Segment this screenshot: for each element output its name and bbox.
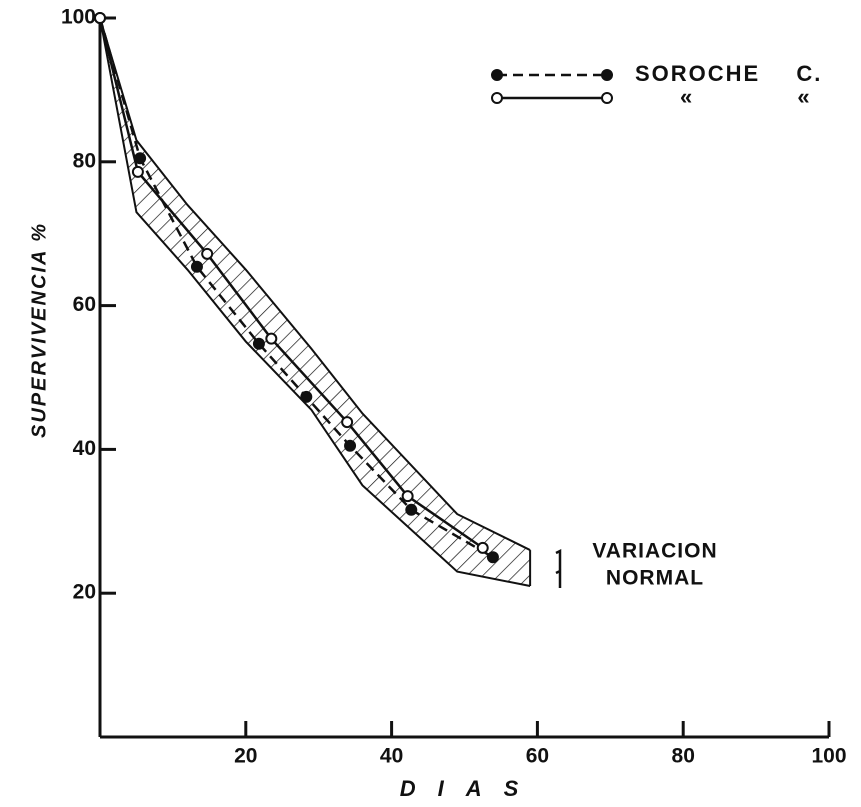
y-tick-label: 60 [73,293,96,316]
y-tick-label: 40 [73,437,96,460]
point [486,551,499,564]
x-tick-label: 80 [672,745,695,768]
point [190,260,203,273]
point [265,332,278,345]
x-tick-label: 100 [811,745,846,768]
band-legend-symbol [555,548,562,588]
x-axis-label: DIAS [400,776,541,801]
point [131,165,144,178]
x-tick-label: 20 [234,745,257,768]
point [252,337,265,350]
point [201,247,214,260]
band-label: NORMAL [606,567,704,590]
band-lower [99,17,531,587]
point [476,541,489,554]
point [300,390,313,403]
band-upper [99,17,531,551]
point [341,416,354,429]
y-axis-label: SUPERVIVENCIA % [28,222,50,438]
legend-marker [491,69,503,81]
y-tick-label: 100 [61,6,96,29]
x-tick-label: 60 [526,745,549,768]
legend-marker [491,92,503,104]
series-line [98,17,494,559]
legend-label: « « [680,84,812,109]
band-fill [100,18,531,587]
x-tick-label: 40 [380,745,403,768]
point [405,503,418,516]
y-tick-label: 20 [73,581,96,604]
legend-marker [601,69,613,81]
y-tick-label: 80 [73,149,96,172]
point [344,439,357,452]
point [94,12,106,24]
legend-label: SOROCHE C. [635,61,822,86]
legend-marker [601,92,613,104]
series-line [98,17,484,549]
point [401,490,414,503]
band-label: VARIACION [592,540,717,563]
